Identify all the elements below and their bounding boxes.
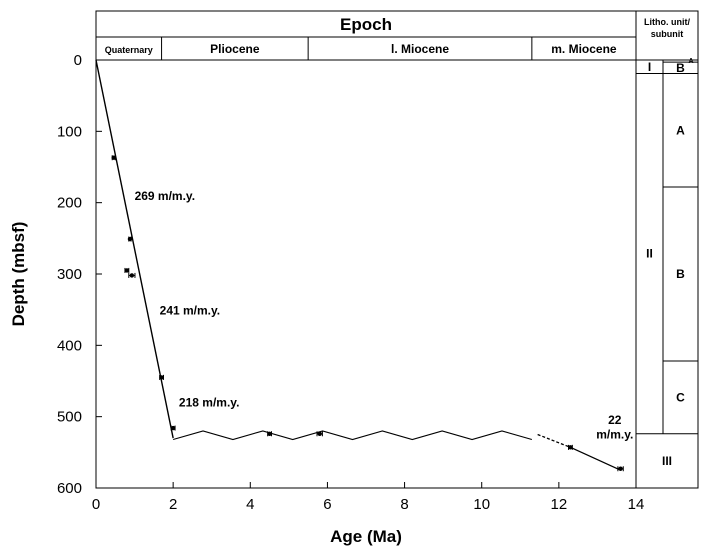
y-tick-label: 500 (57, 409, 82, 426)
litho-unit-label: I (648, 60, 651, 74)
data-point (618, 466, 623, 471)
x-tick-label: 2 (169, 496, 177, 513)
x-tick-label: 4 (246, 496, 254, 513)
litho-header-line1: Litho. unit/ (644, 17, 690, 27)
y-tick-label: 200 (57, 195, 82, 212)
litho-subunit-label: B (676, 61, 685, 75)
epoch-label: Quaternary (105, 45, 153, 55)
data-point (159, 375, 164, 380)
y-tick-label: 300 (57, 266, 82, 283)
y-tick-label: 100 (57, 123, 82, 140)
rate-annotation: 218 m/m.y. (179, 395, 239, 409)
y-tick-label: 600 (57, 480, 82, 497)
rate-annotation: 269 m/m.y. (135, 189, 195, 203)
y-axis-label: Depth (mbsf) (9, 222, 28, 327)
y-tick-label: 0 (74, 52, 82, 69)
data-point (267, 431, 272, 436)
litho-unit-label: III (662, 454, 672, 468)
x-axis-label: Age (Ma) (330, 527, 402, 546)
epoch-header: Epoch (340, 15, 392, 34)
x-tick-label: 12 (551, 496, 568, 513)
x-tick-label: 8 (400, 496, 408, 513)
data-point (568, 445, 573, 450)
x-tick-label: 10 (473, 496, 490, 513)
litho-subunit-label: B (676, 267, 685, 281)
y-tick-label: 400 (57, 337, 82, 354)
epoch-label: Pliocene (210, 42, 260, 56)
rate-annotation: m/m.y. (596, 428, 633, 442)
litho-subunit-label: A (688, 58, 693, 65)
data-point (127, 236, 133, 242)
hiatus-zigzag (172, 430, 533, 441)
x-tick-label: 0 (92, 496, 100, 513)
rate-annotation: 22 (608, 413, 622, 427)
data-point (317, 431, 322, 436)
rate-annotation: 241 m/m.y. (160, 303, 220, 317)
litho-column-box (635, 10, 699, 489)
age-depth-line (95, 59, 174, 439)
data-point (170, 425, 176, 431)
x-tick-label: 14 (628, 496, 645, 513)
data-point (111, 155, 116, 160)
epoch-label: m. Miocene (551, 42, 617, 56)
litho-unit-label: II (646, 247, 653, 261)
epoch-label: l. Miocene (391, 42, 449, 56)
litho-header-line2: subunit (651, 29, 684, 39)
data-point (124, 268, 130, 273)
data-point (129, 273, 135, 278)
x-tick-label: 6 (323, 496, 331, 513)
solid-segment (570, 446, 621, 471)
litho-subunit-label: C (676, 390, 685, 404)
litho-subunit-label: A (676, 123, 685, 137)
plot-frame (95, 59, 637, 489)
dashed-segment (537, 433, 571, 448)
